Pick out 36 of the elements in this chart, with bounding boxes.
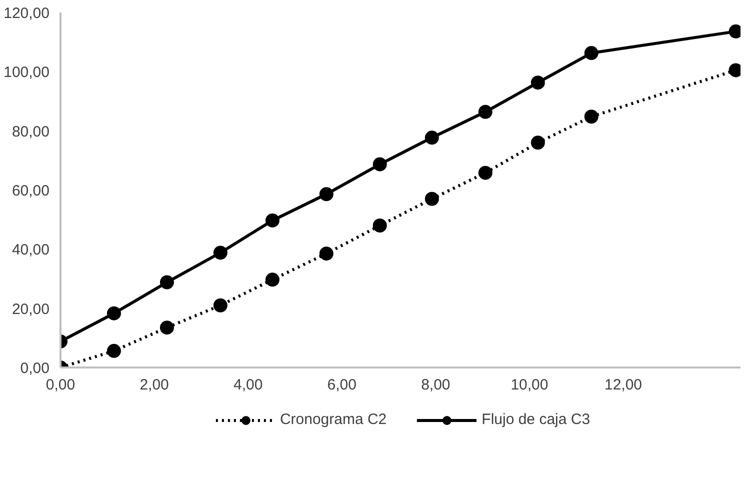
y-tick-label: 100,00 [4, 64, 50, 82]
point [530, 76, 545, 90]
point [424, 130, 439, 145]
point [106, 344, 121, 358]
y-tick-label: 0,00 [20, 360, 50, 377]
point [106, 306, 121, 320]
point [265, 272, 280, 287]
point [160, 320, 174, 335]
x-tick-label: 10,00 [510, 376, 548, 394]
point [265, 213, 280, 228]
y-tick-label: 40,00 [12, 242, 50, 259]
x-tick-label: 0,00 [46, 376, 76, 394]
point [584, 46, 598, 60]
legend-label: Flujo de caja C3 [482, 411, 590, 428]
x-tick-label: 2,00 [140, 376, 169, 394]
x-tick-label: 12,00 [604, 376, 642, 394]
y-tick-label: 60,00 [12, 182, 50, 200]
point [213, 298, 228, 312]
point [372, 157, 387, 172]
y-tick-label: 80,00 [12, 123, 50, 140]
point [160, 275, 174, 290]
point [213, 246, 228, 260]
legend-label: Cronograma C2 [280, 411, 387, 428]
point [478, 104, 492, 119]
x-tick-label: 4,00 [233, 376, 263, 394]
y-tick-label: 20,00 [12, 300, 50, 318]
x-tick-label: 8,00 [421, 376, 450, 394]
y-tick-label: 120,00 [4, 5, 50, 22]
point [478, 166, 492, 180]
point [319, 246, 334, 261]
point [319, 187, 334, 202]
point [372, 218, 387, 232]
point [530, 136, 545, 150]
point [424, 192, 439, 206]
point [584, 110, 598, 124]
x-tick-label: 6,00 [327, 376, 356, 394]
